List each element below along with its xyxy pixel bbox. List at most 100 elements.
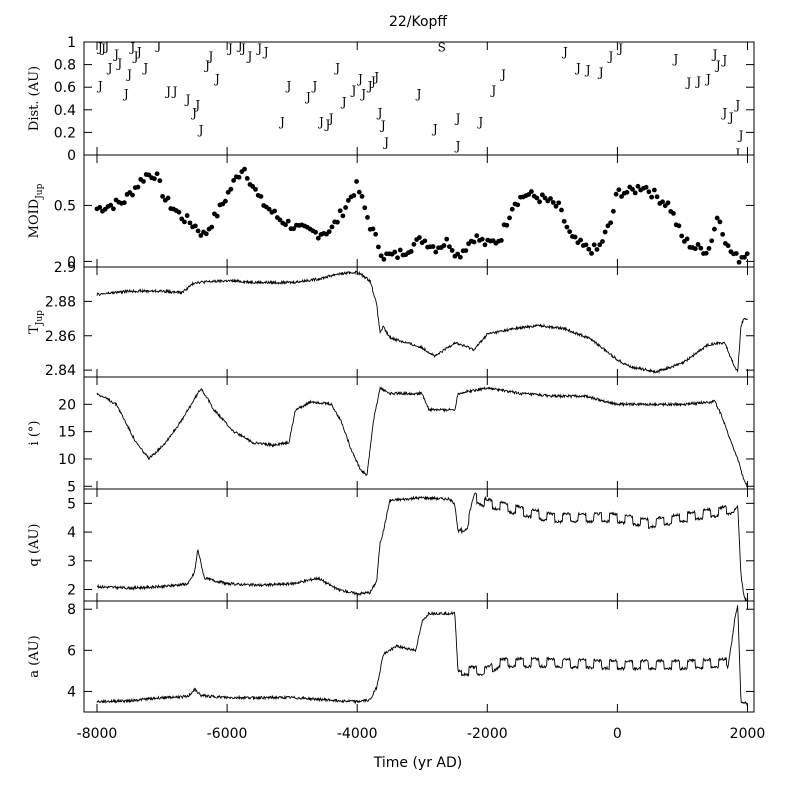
moid-point — [345, 197, 351, 203]
moid-point — [266, 206, 272, 212]
encounter-marker: J — [727, 111, 734, 125]
panel-moid: 0 0.5 MOIDJup — [27, 154, 755, 270]
moid-point — [214, 213, 220, 219]
encounter-marker: J — [369, 74, 376, 88]
ytick-label-q: 3 — [67, 554, 76, 570]
ytick-label-dist: 0.6 — [54, 80, 76, 96]
moid-point — [329, 224, 335, 230]
moid-point — [111, 206, 116, 212]
encounter-marker: J — [304, 90, 311, 104]
moid-point — [548, 196, 553, 201]
encounter-marker: J — [115, 56, 122, 70]
series-line-incl — [96, 386, 748, 488]
moid-point — [408, 249, 414, 254]
encounter-marker: J — [382, 135, 389, 149]
encounter-marker: J — [324, 117, 331, 131]
ytick-label-q: 5 — [67, 496, 76, 512]
moid-point — [632, 190, 638, 196]
ytick-label-dist: 0.4 — [54, 103, 76, 119]
encounter-marker: J — [415, 87, 422, 101]
encounter-marker: J — [606, 50, 613, 64]
xtick-label: -8000 — [77, 726, 118, 742]
encounter-marker: J — [132, 50, 139, 64]
ytick-label-incl: 15 — [58, 425, 76, 441]
moid-point — [597, 242, 603, 248]
encounter-marker: J — [311, 79, 318, 93]
encounter-marker: J — [262, 45, 269, 59]
encounter-marker: J — [333, 61, 340, 75]
panel-incl: 5 10 15 20 i (°) — [27, 376, 755, 495]
moid-point — [676, 223, 682, 229]
moid-point — [457, 254, 463, 260]
moid-point — [447, 244, 452, 250]
moid-point — [108, 202, 114, 208]
moid-point — [130, 192, 135, 198]
panel-q: 2 3 4 5 q (AU) — [27, 488, 755, 602]
moid-point — [392, 249, 398, 255]
encounter-marker: J — [704, 72, 711, 86]
ytick-label-tjup: 2.86 — [45, 329, 76, 345]
moid-point — [315, 235, 321, 241]
moid-point — [187, 220, 193, 226]
moid-point — [630, 186, 635, 192]
encounter-marker: J — [190, 106, 197, 120]
moid-point — [365, 215, 370, 220]
moid-point — [649, 194, 655, 200]
encounter-marker: J — [236, 38, 243, 52]
moid-point — [624, 189, 630, 195]
moid-point — [556, 200, 562, 206]
moid-point — [654, 194, 660, 200]
chart-title: 22/Kopff — [389, 14, 447, 30]
moid-point — [416, 235, 422, 240]
moid-point — [610, 208, 616, 214]
moid-point — [613, 191, 619, 197]
moid-point — [135, 184, 141, 190]
moid-point — [326, 229, 332, 235]
panel-tjup: 2.84 2.86 2.88 2.9 TJup — [27, 260, 755, 379]
moid-point — [534, 195, 540, 201]
encounter-marker: J — [720, 53, 727, 67]
moid-point — [720, 231, 726, 237]
encounter-marker: J — [372, 70, 379, 84]
panel-moid-frame — [83, 154, 755, 268]
ytick-label-tjup: 2.84 — [45, 363, 76, 379]
moid-point — [258, 194, 264, 199]
ytick-label-a: 6 — [67, 643, 76, 659]
moid-point — [742, 254, 747, 260]
moid-point — [515, 202, 521, 208]
encounter-marker: J — [197, 123, 204, 137]
encounter-marker: J — [245, 50, 252, 64]
moid-point — [744, 251, 750, 257]
encounter-marker: J — [359, 87, 366, 101]
encounter-marker: J — [278, 115, 285, 129]
moid-point — [578, 237, 583, 243]
encounter-marker: J — [203, 59, 210, 73]
encounter-marker: J — [584, 63, 591, 77]
panel-a-frame — [83, 600, 755, 713]
moid-point — [539, 192, 545, 198]
encounter-marker: J — [685, 76, 692, 90]
x-axis: -8000 -6000 -4000 -2000 0 2000 — [77, 726, 766, 742]
ytick-label-tjup: 2.88 — [45, 294, 76, 310]
encounter-marker: J — [125, 68, 132, 82]
encounter-marker: J — [96, 79, 103, 93]
encounter-marker: J — [733, 147, 740, 161]
plot-area-moid — [94, 166, 750, 265]
moid-point — [591, 242, 597, 248]
moid-point — [313, 229, 318, 235]
moid-point — [482, 242, 488, 248]
moid-point — [529, 189, 534, 194]
moid-point — [354, 179, 359, 184]
moid-point — [651, 187, 657, 193]
moid-point — [692, 246, 698, 252]
ytick-label-dist: 1 — [67, 35, 76, 51]
encounter-marker: J — [499, 68, 506, 82]
moid-point — [479, 236, 485, 242]
moid-point — [695, 242, 701, 247]
moid-point — [121, 200, 127, 206]
encounter-marker: J — [711, 47, 718, 61]
ytick-label-dist: 0 — [67, 148, 76, 164]
